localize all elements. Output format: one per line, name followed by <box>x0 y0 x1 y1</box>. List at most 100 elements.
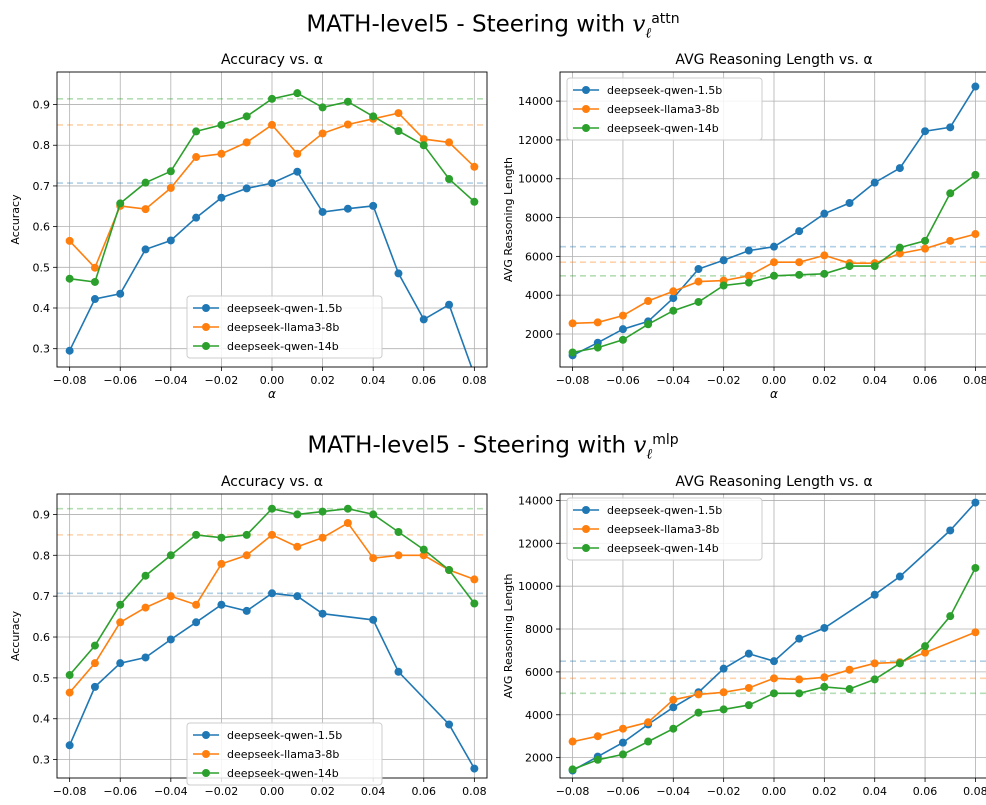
data-point <box>820 623 829 632</box>
data-point <box>895 572 904 581</box>
x-tick-label: −0.04 <box>656 785 690 798</box>
data-point <box>669 724 678 733</box>
data-point <box>166 592 175 601</box>
x-tick-label: −0.04 <box>154 374 188 387</box>
chart-panel-0: Accuracy vs. α −0.08 −0.06 −0.04 −0.02 0.00 0.… <box>9 52 488 401</box>
data-point <box>870 675 879 684</box>
y-axis-label: AVG Reasoning Length <box>502 157 515 282</box>
data-point <box>719 281 728 290</box>
data-point <box>770 258 778 267</box>
data-point <box>770 674 778 683</box>
data-point <box>166 635 175 644</box>
data-point <box>971 82 980 91</box>
x-tick-label: 0.02 <box>310 374 335 387</box>
data-point <box>192 213 201 222</box>
data-point <box>192 127 201 136</box>
data-point <box>820 682 829 691</box>
section-title-text: MATH-level5 - Steering with <box>307 432 634 459</box>
y-tick-label: 0.9 <box>33 508 51 521</box>
x-tick-label: 0.08 <box>462 785 487 798</box>
x-tick-label: −0.08 <box>556 374 590 387</box>
section-title-sup: attn <box>651 11 680 27</box>
data-point <box>669 703 678 712</box>
y-tick-label: 12000 <box>518 134 553 147</box>
legend-frame <box>566 77 763 141</box>
data-point <box>419 551 428 560</box>
chart-panel-1: AVG Reasoning Length vs. α −0.08 −0.06 −0.0… <box>502 52 986 401</box>
data-point <box>568 348 577 357</box>
x-tick-label: −0.02 <box>205 785 239 798</box>
chart-title: AVG Reasoning Length vs. α <box>675 52 872 68</box>
data-point <box>268 179 276 188</box>
x-tick-label: 0.08 <box>963 785 986 798</box>
data-point <box>65 236 74 245</box>
data-point <box>895 243 904 252</box>
data-point <box>618 335 627 344</box>
data-point <box>394 127 403 135</box>
data-point <box>242 606 251 615</box>
data-point <box>694 277 703 286</box>
data-point <box>719 256 728 265</box>
x-tick-label: −0.06 <box>103 785 137 798</box>
section-title-attn: MATH-level5 - Steering with vℓattn <box>0 4 986 48</box>
data-point <box>470 162 479 171</box>
data-point <box>343 204 352 213</box>
data-point <box>921 244 930 253</box>
y-tick-label: 4000 <box>525 709 553 722</box>
data-point <box>820 269 829 278</box>
data-point <box>318 129 327 138</box>
data-point <box>719 664 728 673</box>
data-point <box>217 600 226 609</box>
data-point <box>343 519 352 528</box>
plot-area <box>560 82 986 360</box>
section-title-sup: mlp <box>652 432 679 448</box>
data-point <box>268 589 276 598</box>
legend-marker <box>202 323 210 331</box>
data-point <box>217 559 226 568</box>
data-point <box>870 590 879 599</box>
data-point <box>946 236 955 245</box>
data-point <box>116 618 125 627</box>
x-tick-label: 0.04 <box>862 785 887 798</box>
x-tick-label: −0.08 <box>53 374 87 387</box>
data-point <box>293 149 302 158</box>
data-point <box>141 245 150 254</box>
data-point <box>90 682 99 691</box>
y-tick-label: 0.5 <box>33 672 51 685</box>
legend-label: deepseek-qwen-1.5b <box>227 729 342 742</box>
data-point <box>895 659 904 668</box>
legend-label: deepseek-llama3-8b <box>227 321 339 334</box>
legend-marker <box>582 86 590 94</box>
data-point <box>116 659 125 668</box>
data-point <box>90 641 99 650</box>
y-tick-label: 0.4 <box>33 713 51 726</box>
data-point <box>369 112 378 121</box>
data-point <box>65 688 74 697</box>
data-point <box>318 533 327 542</box>
data-point <box>470 575 479 584</box>
data-point <box>618 738 627 747</box>
y-tick-label: 0.7 <box>33 590 51 603</box>
data-point <box>770 689 778 698</box>
data-point <box>318 609 327 618</box>
data-point <box>921 648 930 657</box>
series-line <box>572 631 976 743</box>
data-point <box>618 750 627 759</box>
data-point <box>445 566 454 575</box>
data-point <box>394 667 403 676</box>
data-point <box>845 685 854 694</box>
y-axis-label: Accuracy <box>9 194 22 245</box>
data-point <box>719 688 728 697</box>
x-tick-label: −0.02 <box>205 374 239 387</box>
data-point <box>141 205 150 214</box>
data-point <box>719 705 728 714</box>
data-point <box>90 277 99 286</box>
legend-label: deepseek-qwen-14b <box>227 767 339 780</box>
data-point <box>568 765 577 774</box>
axes-frame <box>56 71 488 368</box>
data-point <box>166 236 175 245</box>
data-point <box>343 504 352 513</box>
section-title-var: v <box>633 432 647 459</box>
legend-marker <box>202 304 210 312</box>
legend: deepseek-qwen-1.5b deepseek-llama3-8b deep… <box>186 722 383 786</box>
